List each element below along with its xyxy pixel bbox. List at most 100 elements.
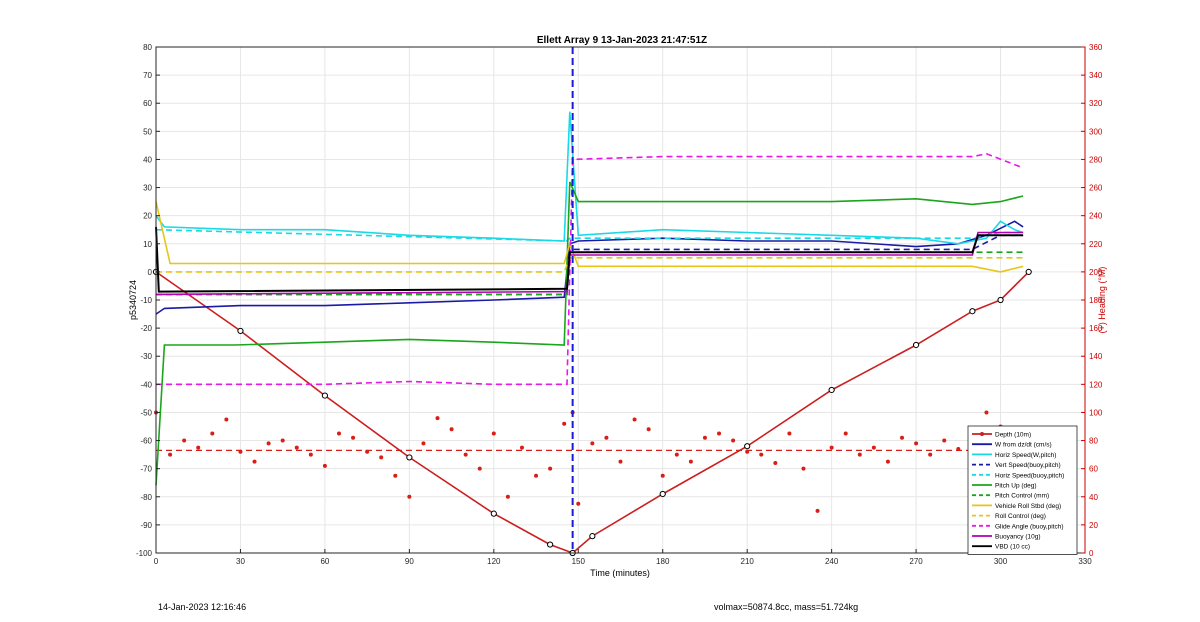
depth-marker <box>744 443 751 450</box>
heading-point <box>914 441 919 446</box>
heading-point <box>182 438 187 443</box>
heading-point <box>942 438 947 443</box>
axis-ticks: 0 30 60 90 120 150 180 210 240 270 300 330807060504… <box>136 43 1103 566</box>
legend-label: Pitch Control (mm) <box>995 493 1049 500</box>
y-right-tick-label: 60 <box>1089 465 1098 474</box>
heading-point <box>534 473 539 478</box>
heading-point <box>773 461 778 466</box>
heading-point <box>491 431 496 436</box>
chart-title: Ellett Array 9 13-Jan-2023 21:47:51Z <box>537 35 707 46</box>
x-tick-label: 150 <box>572 557 586 566</box>
heading-point <box>815 508 820 513</box>
heading-point <box>604 435 609 440</box>
y-left-tick-label: -50 <box>140 408 152 417</box>
heading-point <box>674 452 679 457</box>
y-left-tick-label: 10 <box>143 240 152 249</box>
heading-point <box>519 445 524 450</box>
legend-label: Horiz Speed(buoy,pitch) <box>995 472 1064 479</box>
x-tick-label: 60 <box>320 557 329 566</box>
legend-label: VBD (10 cc) <box>995 544 1030 551</box>
heading-point <box>322 463 327 468</box>
x-tick-label: 270 <box>909 557 923 566</box>
y-axis-label-left: p5340724 <box>128 280 138 320</box>
series-lines <box>152 111 1032 557</box>
heading-point <box>928 452 933 457</box>
depth-marker <box>997 296 1004 304</box>
y-left-tick-label: 20 <box>143 212 152 221</box>
depth-marker <box>659 490 666 498</box>
y-right-tick-label: 260 <box>1089 184 1103 193</box>
heading-point <box>731 438 736 443</box>
series-line-10 <box>155 231 1024 296</box>
heading-point <box>871 445 876 450</box>
heading-point <box>843 431 848 436</box>
heading-point <box>238 449 243 454</box>
y-right-tick-label: 20 <box>1089 521 1098 530</box>
legend-label: Buoyancy (10g) <box>995 534 1041 541</box>
y-right-tick-label: 200 <box>1089 268 1103 277</box>
heading-point <box>463 452 468 457</box>
y-left-tick-label: -80 <box>140 493 152 502</box>
heading-point <box>829 445 834 450</box>
heading-point <box>210 431 215 436</box>
heading-point <box>618 459 623 464</box>
y-right-tick-label: 360 <box>1089 43 1103 52</box>
x-tick-label: 30 <box>236 557 245 566</box>
heading-point <box>308 452 313 457</box>
heading-point <box>224 417 229 422</box>
heading-point <box>548 466 553 471</box>
x-axis-label: Time (minutes) <box>590 568 650 578</box>
y-left-tick-label: -20 <box>140 324 152 333</box>
depth-marker <box>969 308 976 315</box>
heading-point <box>787 431 792 436</box>
y-right-tick-label: 100 <box>1089 408 1103 417</box>
y-left-tick-label: -60 <box>140 437 152 446</box>
footer-timestamp: 14-Jan-2023 12:16:46 <box>158 602 247 612</box>
x-tick-label: 120 <box>487 557 501 566</box>
y-right-tick-label: 240 <box>1089 212 1103 221</box>
heading-point <box>379 455 384 460</box>
y-left-tick-label: -30 <box>140 352 152 361</box>
heading-point <box>336 431 341 436</box>
y-right-tick-label: 80 <box>1089 437 1098 446</box>
x-tick-label: 330 <box>1078 557 1092 566</box>
grid <box>155 46 1086 554</box>
depth-marker <box>321 392 329 399</box>
heading-point <box>562 421 567 426</box>
y-right-tick-label: 320 <box>1089 99 1103 108</box>
series-line-8 <box>156 256 1024 273</box>
heading-point <box>477 466 482 471</box>
series-line-5 <box>155 181 1024 486</box>
y-left-tick-label: -40 <box>140 380 152 389</box>
y-right-tick-label: 180 <box>1089 296 1103 305</box>
heading-point <box>421 441 426 446</box>
legend-label: Roll Control (deg) <box>995 513 1046 520</box>
depth-marker <box>237 327 244 335</box>
depth-marker <box>547 541 554 548</box>
legend-label: Depth (10m) <box>995 432 1031 439</box>
y-left-tick-label: -70 <box>140 465 152 474</box>
heading-point <box>280 438 285 443</box>
series-line-1 <box>155 220 1024 315</box>
y-left-tick-label: -10 <box>140 296 152 305</box>
x-tick-label: 90 <box>405 557 414 566</box>
x-tick-label: 0 <box>154 557 159 566</box>
heading-point <box>435 416 440 421</box>
heading-point <box>365 449 370 454</box>
y-left-tick-label: 70 <box>143 71 152 80</box>
y-left-tick-label: -100 <box>136 549 153 558</box>
y-left-tick-label: 50 <box>143 127 152 136</box>
x-tick-label: 240 <box>825 557 839 566</box>
heading-point <box>252 459 257 464</box>
y-axis-label-right: (+) Heading (°M) <box>1097 267 1107 334</box>
footer-vehicle-params: volmax=50874.8cc, mass=51.724kg <box>714 602 859 612</box>
heading-point <box>196 445 201 450</box>
heading-point <box>717 431 722 436</box>
heading-point <box>688 459 693 464</box>
legend: Depth (10m) W from dz/dt (cm/s) Horiz Spee… <box>967 425 1078 555</box>
y-left-tick-label: -90 <box>140 521 152 530</box>
heading-point <box>984 410 989 415</box>
legend-marker <box>980 432 984 436</box>
y-left-tick-label: 80 <box>143 43 152 52</box>
